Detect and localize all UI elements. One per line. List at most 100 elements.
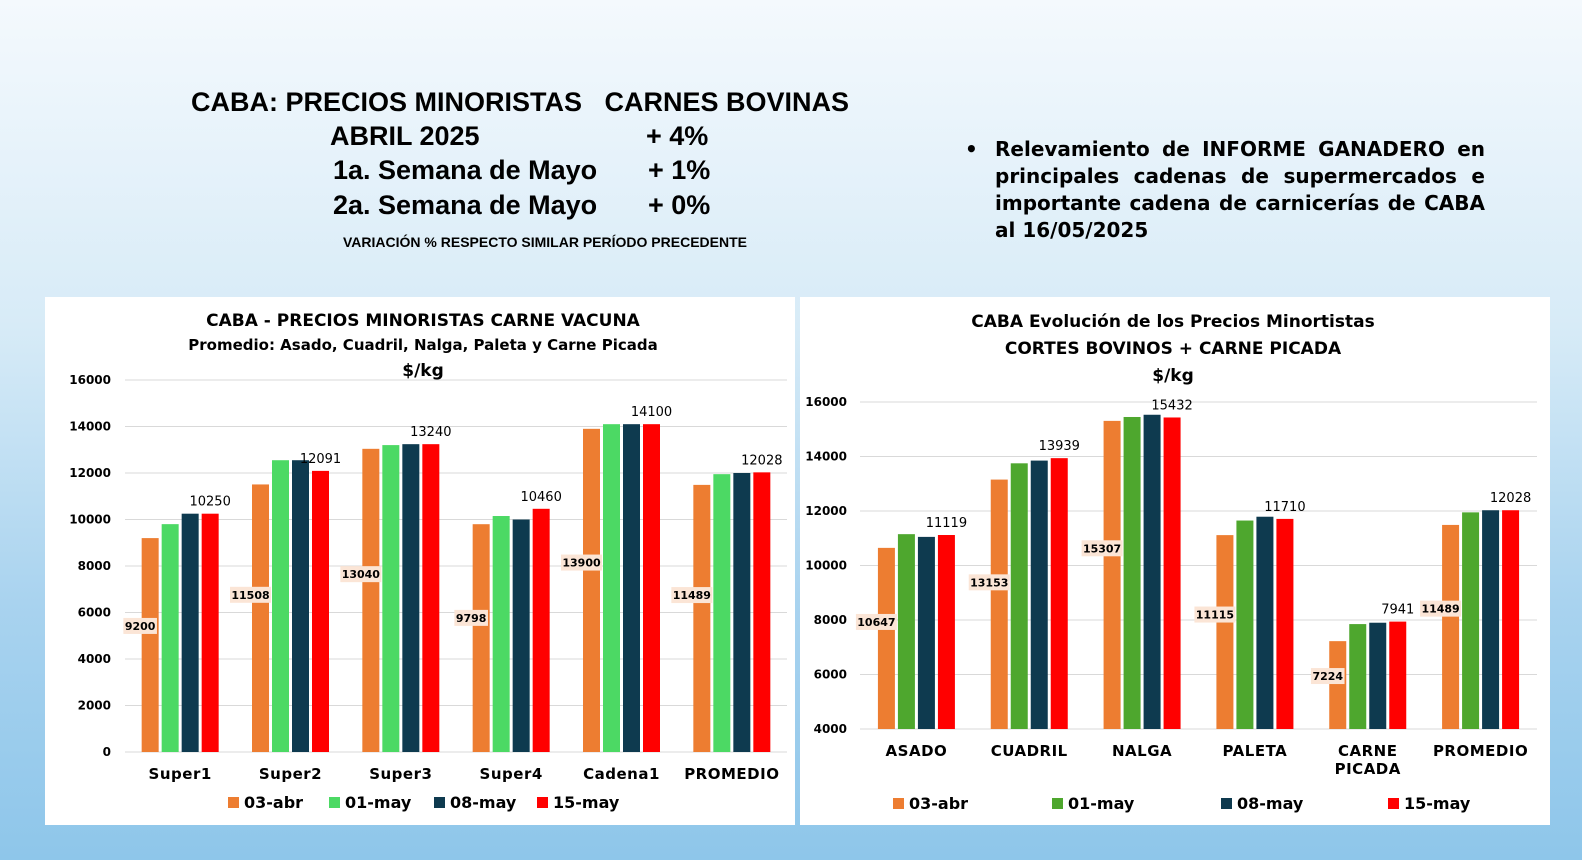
- data-label: 13240: [410, 425, 451, 440]
- data-label-box: [230, 586, 271, 603]
- bar-15-may: [201, 513, 219, 752]
- bar-08-may: [623, 424, 640, 752]
- data-label: 10460: [520, 490, 561, 505]
- header-title-text: CABA: PRECIOS MINORISTAS CARNES BOVINAS: [190, 87, 850, 117]
- data-label: 15432: [1151, 398, 1192, 413]
- bar-01-may: [1010, 463, 1028, 729]
- bar-03-abr: [1216, 535, 1234, 729]
- data-label: 13153: [970, 576, 1008, 589]
- header-note: VARIACIÓN % RESPECTO SIMILAR PERÍODO PRE…: [343, 234, 747, 250]
- header-row-label-1: ABRIL 2025: [330, 121, 480, 151]
- x-category-label: PROMEDIO: [684, 765, 779, 783]
- header-row-value-1: + 4%: [646, 121, 709, 151]
- bar-15-may: [422, 444, 440, 752]
- legend-label: 03-abr: [244, 793, 303, 812]
- bar-08-may: [402, 444, 420, 752]
- x-category-label: ASADO: [886, 742, 948, 760]
- data-label: 11489: [673, 589, 711, 602]
- data-label: 13939: [1039, 439, 1080, 454]
- legend-label: 01-may: [345, 793, 412, 812]
- bullet-text: Relevamiento de INFORME GANADERO en prin…: [995, 137, 1485, 242]
- bar-15-may: [1163, 417, 1181, 729]
- x-category-label: Super2: [259, 765, 322, 783]
- legend-swatch-08-may: [1221, 798, 1232, 809]
- x-category-label: PALETA: [1223, 742, 1288, 760]
- chart-subtitle: CORTES BOVINOS + CARNE PICADA: [1005, 339, 1342, 359]
- bar-01-may: [713, 474, 731, 752]
- x-category-label: Super4: [480, 765, 543, 783]
- chart-y-unit: $/kg: [1152, 366, 1194, 386]
- bar-03-abr: [990, 479, 1008, 729]
- data-label-box: [1081, 540, 1123, 557]
- bar-03-abr: [1329, 641, 1347, 729]
- x-category-label: CUADRIL: [991, 742, 1068, 760]
- bar-03-abr: [1442, 524, 1460, 729]
- legend-swatch-15-may: [537, 797, 548, 808]
- y-tick-label: 6000: [78, 606, 111, 620]
- y-tick-label: 10000: [69, 513, 111, 527]
- legend-label: 01-may: [1068, 794, 1135, 813]
- bar-15-may: [1389, 621, 1407, 729]
- bar-03-abr: [1103, 420, 1121, 729]
- data-label: 14100: [631, 405, 672, 420]
- y-tick-label: 4000: [78, 652, 111, 666]
- bar-01-may: [1123, 416, 1141, 729]
- bar-03-abr: [141, 538, 159, 752]
- bar-15-may: [312, 470, 329, 752]
- chart-panel-right: CABA Evolución de los Precios Minortista…: [800, 297, 1550, 825]
- bar-01-may: [1236, 520, 1254, 729]
- header-row-label-2: 1a. Semana de Mayo: [333, 155, 598, 185]
- legend-swatch-01-may: [1052, 798, 1063, 809]
- data-label: 11489: [1421, 603, 1459, 616]
- legend-swatch-08-may: [434, 797, 445, 808]
- data-label-box: [1420, 600, 1462, 617]
- data-label: 12028: [741, 453, 782, 468]
- data-label: 10647: [857, 616, 895, 629]
- bar-03-abr: [583, 428, 600, 752]
- y-tick-label: 10000: [805, 559, 847, 573]
- x-category-label: Super3: [369, 765, 432, 783]
- y-tick-label: 6000: [814, 668, 847, 682]
- data-label-box: [968, 574, 1010, 591]
- data-label: 11119: [926, 516, 967, 531]
- legend-swatch-03-abr: [228, 797, 239, 808]
- data-label: 13040: [342, 568, 381, 581]
- x-category-label: CARNE: [1338, 742, 1397, 760]
- bar-08-may: [1369, 622, 1387, 729]
- bar-03-abr: [877, 547, 895, 729]
- bar-01-may: [897, 534, 915, 729]
- bar-15-may: [1050, 458, 1068, 729]
- data-label: 9200: [125, 620, 156, 633]
- bar-01-may: [1462, 512, 1480, 729]
- data-label: 12028: [1490, 491, 1531, 506]
- x-category-label: Cadena1: [583, 765, 660, 783]
- legend-swatch-03-abr: [893, 798, 904, 809]
- bar-03-abr: [472, 524, 490, 752]
- legend-swatch-15-may: [1388, 798, 1399, 809]
- bar-08-may: [1030, 460, 1048, 729]
- bar-03-abr: [362, 448, 380, 752]
- legend-label: 15-may: [553, 793, 620, 812]
- data-label-box: [561, 554, 602, 571]
- info-bullet: • Relevamiento de INFORME GANADERO en pr…: [965, 136, 1485, 244]
- data-label-box: [454, 609, 488, 626]
- data-label: 13900: [562, 557, 601, 570]
- data-label: 9798: [456, 612, 487, 625]
- bar-08-may: [1143, 414, 1161, 729]
- bar-08-may: [1482, 510, 1500, 729]
- bar-08-may: [733, 473, 751, 752]
- data-label-box: [671, 587, 713, 604]
- y-tick-label: 4000: [814, 722, 847, 736]
- bullet-dot: •: [965, 137, 978, 161]
- header-row-value-2: + 1%: [648, 155, 711, 185]
- data-label: 7224: [1312, 670, 1343, 683]
- bar-15-may: [1502, 510, 1520, 729]
- bar-01-may: [1349, 624, 1367, 729]
- bar-15-may: [753, 472, 771, 752]
- bar-01-may: [382, 445, 400, 752]
- legend-label: 15-may: [1404, 794, 1471, 813]
- data-label: 7941: [1381, 603, 1414, 618]
- bar-15-may: [1276, 518, 1294, 729]
- data-label: 11710: [1264, 500, 1305, 515]
- bar-chart-right: CABA Evolución de los Precios Minortista…: [805, 312, 1537, 813]
